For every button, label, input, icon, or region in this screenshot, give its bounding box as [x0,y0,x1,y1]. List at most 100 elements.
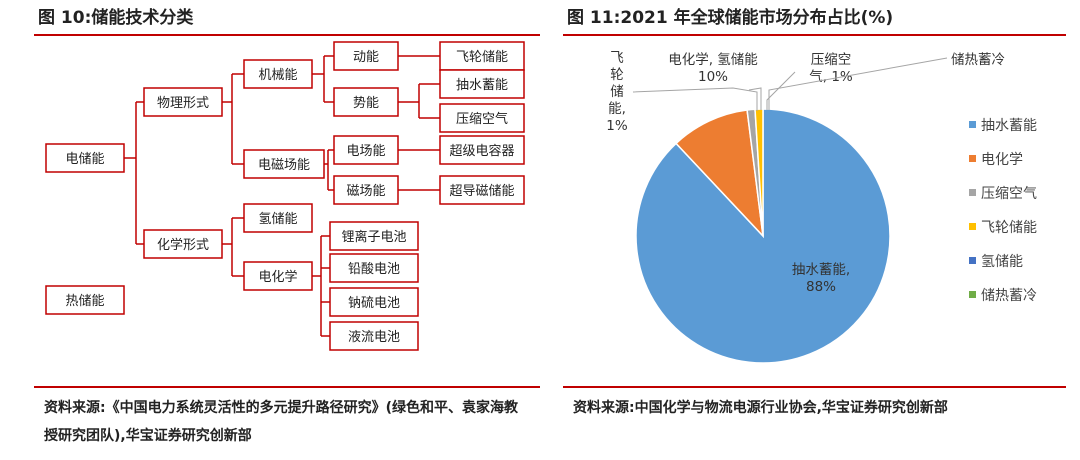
node-label: 电储能 [65,152,104,167]
pie-slice-0 [635,108,891,364]
node-label: 动能 [353,50,379,65]
legend-item-5: 储热蓄冷 [969,288,1037,304]
left-panel: 图 10:储能技术分类 电储能热储能 物理形式化学形式 机械能电磁场能氢储能电化学 动… [34,0,540,444]
node-elec: 电储能 [45,143,125,173]
node-box [45,143,125,173]
pie-slice-3 [754,108,764,237]
legend-swatch [969,121,976,128]
classification-diagram: 电储能热储能 物理形式化学形式 机械能电磁场能氢储能电化学 动能势能电场能磁场能 飞轮储… [34,36,540,376]
node-mech: 机械能 [243,59,313,89]
pie-chart: 抽水蓄能, 88% 电化学, 氢储能 10% 飞轮储能, 1% 压缩空气, 1% 储热蓄冷 抽水… [563,36,1066,376]
leader-line-0 [748,87,762,110]
node-mfield: 磁场能 [333,175,399,205]
connector-pot [398,83,440,119]
right-source-divider [563,386,1066,388]
pie-canvas: 抽水蓄能, 88%电化学, 氢储能 10%飞轮储能, 1%压缩空气, 1%储热蓄冷抽水… [606,50,1037,364]
data-label-echem: 电化学, 氢储能 10% [668,52,758,85]
node-flywheel: 飞轮储能 [439,41,525,71]
node-pot: 势能 [333,87,399,117]
legend-label: 储热蓄冷 [981,288,1037,304]
node-box [243,203,313,233]
node-box [143,229,223,259]
node-label: 磁场能 [346,184,385,199]
node-caes: 压缩空气 [439,103,525,133]
legend-swatch [969,291,976,298]
node-label: 电化学 [258,269,297,285]
node-box [333,135,399,165]
legend-label: 氢储能 [981,254,1023,270]
node-label: 物理形式 [157,96,209,111]
legend-item-1: 电化学 [969,152,1023,168]
pie-slice-1 [675,109,765,239]
connector-elec [124,101,144,245]
right-figure-title: 图 11:2021 年全球储能市场分布占比(%) [563,0,1066,36]
node-label: 液流电池 [348,330,400,345]
node-label: 电场能 [346,144,385,159]
node-box [143,87,223,117]
node-box [333,175,399,205]
node-label: 超导磁储能 [449,184,514,199]
legend-label: 飞轮储能 [981,220,1037,236]
legend-label: 抽水蓄能 [981,118,1037,134]
node-label: 热储能 [65,294,104,309]
node-box [243,59,313,89]
data-label-pumped: 抽水蓄能, 88% [792,262,850,295]
connector-mech [312,55,334,103]
node-label: 铅酸电池 [348,262,400,277]
node-box [243,149,325,179]
node-label: 超级电容器 [449,143,514,159]
connector-emf [324,149,334,191]
node-box [329,287,419,317]
node-box [439,103,525,133]
node-h2: 氢储能 [243,203,313,233]
left-figure-title: 图 10:储能技术分类 [34,0,540,36]
node-label: 化学形式 [157,237,209,253]
data-label-thermal: 储热蓄冷 [951,52,1005,68]
node-box [439,69,525,99]
data-label-flywheel: 飞轮储能, 1% [606,50,628,134]
legend-swatch [969,189,976,196]
left-source-note: 资料来源:《中国电力系统灵活性的多元提升路径研究》(绿色和平、袁家海教授研究团队… [44,400,518,444]
connector-chem [222,217,244,277]
node-label: 飞轮储能 [456,50,508,65]
legend-label: 压缩空气 [981,186,1037,202]
node-box [329,221,419,251]
data-label-caes: 压缩空气, 1% [809,52,853,85]
legend-swatch [969,223,976,230]
node-phys: 物理形式 [143,87,223,117]
node-label: 势能 [353,95,379,111]
legend-item-3: 飞轮储能 [969,220,1037,236]
legend-swatch [969,155,976,162]
connector-echem [312,235,330,337]
node-box [329,321,419,351]
node-label: 电磁场能 [258,158,310,173]
legend-item-2: 压缩空气 [969,186,1037,202]
node-pbacid: 铅酸电池 [329,253,419,283]
node-label: 锂离子电池 [341,229,406,245]
node-heat: 热储能 [45,285,125,315]
leader-line-2 [766,71,796,110]
node-box [439,175,525,205]
node-efield: 电场能 [333,135,399,165]
node-box [243,261,313,291]
node-box [329,253,419,283]
node-box [333,41,399,71]
node-echem: 电化学 [243,261,313,291]
right-panel: 图 11:2021 年全球储能市场分布占比(%) 抽水蓄能, 88% 电化学, 氢储… [563,0,1066,416]
node-nas: 钠硫电池 [329,287,419,317]
node-pumped: 抽水蓄能 [439,69,525,99]
node-emf: 电磁场能 [243,149,325,179]
connector-phys [222,73,244,165]
node-supercap: 超级电容器 [439,135,525,165]
node-chem: 化学形式 [143,229,223,259]
legend-swatch [969,257,976,264]
node-kin: 动能 [333,41,399,71]
node-box [439,135,525,165]
node-liion: 锂离子电池 [329,221,419,251]
node-box [45,285,125,315]
node-label: 机械能 [258,68,297,83]
right-source-note: 资料来源:中国化学与物流电源行业协会,华宝证券研究创新部 [573,400,948,416]
legend-item-4: 氢储能 [969,254,1023,270]
node-box [333,87,399,117]
